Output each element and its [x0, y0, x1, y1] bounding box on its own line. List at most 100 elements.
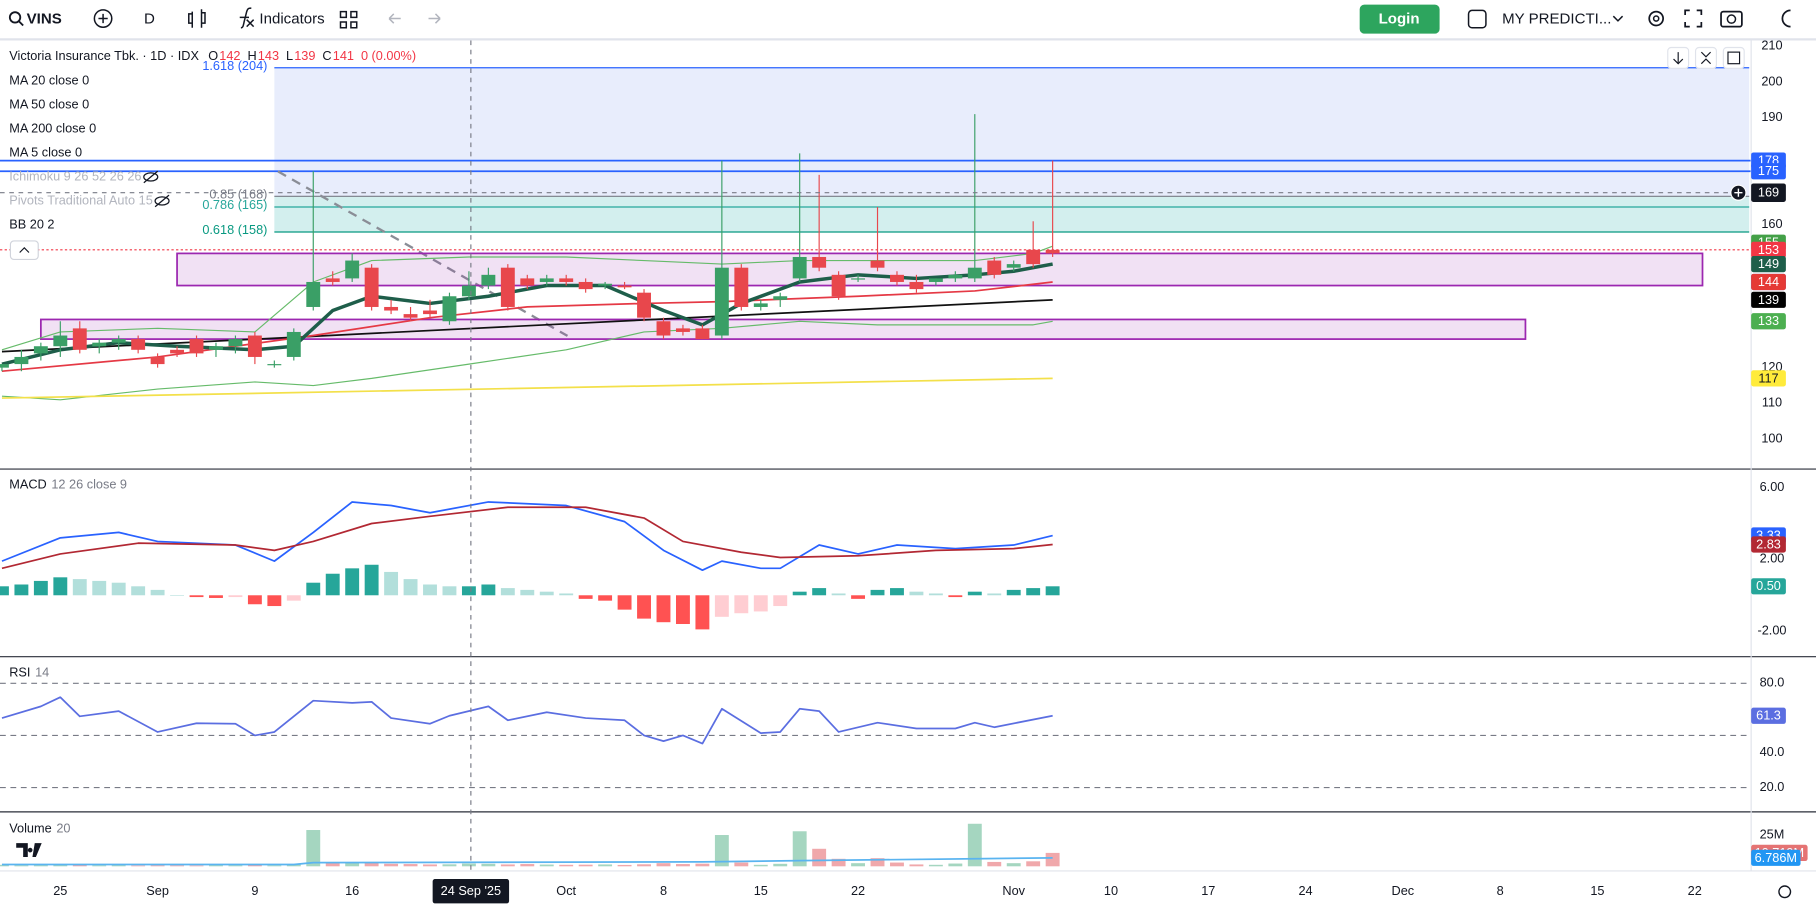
candle-body [559, 278, 574, 282]
login-button[interactable] [1359, 4, 1440, 34]
volume-bar [403, 864, 418, 867]
macd-histogram [987, 593, 1002, 596]
pane-buttons[interactable] [1667, 46, 1745, 69]
volume-bar [1045, 852, 1060, 867]
volume-bar [423, 864, 437, 867]
volume-bar [714, 835, 729, 867]
axis-settings[interactable] [1778, 885, 1792, 899]
snapshot-icon[interactable] [1720, 10, 1743, 28]
candle-body [734, 267, 749, 307]
volume-bar [72, 864, 87, 867]
y-tick-label: 80.0 [1760, 675, 1785, 690]
add-symbol[interactable] [93, 9, 113, 28]
icon [98, 13, 108, 24]
volume-bar [812, 848, 827, 867]
macd-histogram [306, 582, 321, 596]
indicator-legend: Pivots Traditional Auto 15 [9, 192, 153, 207]
volume-bar [209, 865, 223, 867]
y-tick-label: 40.0 [1760, 744, 1785, 759]
redo[interactable] [428, 13, 441, 24]
indicator-legend: MA 20 close 0 [9, 72, 89, 87]
fib-label: 1.618 (204) [202, 58, 267, 73]
volume-bar [987, 861, 1002, 867]
indicator-line [1, 696, 1053, 745]
price-label: 153 [1758, 242, 1779, 257]
candle-body [948, 274, 963, 279]
login-label: Login [1379, 11, 1420, 28]
macd-histogram [734, 595, 749, 614]
legend-value: 141 [333, 48, 354, 63]
macd-histogram [150, 589, 165, 596]
interval[interactable]: D [144, 11, 155, 28]
snapshot-icon [1726, 14, 1737, 24]
macd-histogram [72, 579, 87, 596]
collapse-button[interactable] [9, 240, 39, 261]
candle-body [228, 339, 243, 347]
button[interactable] [1694, 46, 1717, 69]
indicators-button[interactable]: Indicators [259, 11, 324, 28]
candle-body [286, 331, 301, 357]
price-label: 149 [1758, 256, 1779, 271]
chart-type-icon[interactable] [188, 9, 206, 28]
volume-bar [325, 863, 340, 867]
volume-bar [675, 864, 690, 867]
y-tick-label: 190 [1761, 109, 1782, 124]
predictions-checkbox[interactable] [1467, 9, 1487, 29]
price-label-bg [1751, 707, 1786, 724]
volume-bar [773, 863, 788, 867]
icon [1700, 51, 1712, 65]
hidden-icon [154, 194, 170, 208]
macd-histogram [812, 588, 827, 596]
candle-body [617, 285, 632, 288]
macd-histogram [714, 595, 729, 617]
y-tick-label: 100 [1761, 430, 1782, 445]
symbol[interactable]: VINS [27, 11, 62, 28]
macd-histogram [1026, 588, 1041, 596]
candle-body [442, 296, 457, 322]
volume-bar [792, 831, 807, 867]
macd-histogram [286, 595, 301, 601]
volume-bar [111, 865, 126, 867]
price-label: 117 [1758, 370, 1778, 385]
indicator-legend: MA 5 close 0 [9, 144, 82, 159]
settings-icon [1652, 15, 1660, 22]
price-label: 175 [1758, 163, 1779, 178]
macd-histogram [247, 595, 262, 605]
macd-histogram [1045, 586, 1060, 596]
volume-bar [345, 862, 360, 867]
macd-histogram [773, 595, 788, 607]
candle-body [72, 328, 87, 350]
dropdown-icon[interactable] [1612, 15, 1624, 22]
x-tick-label: 17 [1201, 883, 1215, 898]
candle-body [364, 267, 379, 307]
fullscreen-icon[interactable] [1684, 9, 1703, 28]
volume-bar [306, 830, 321, 867]
price-label: 6.786M [1755, 850, 1797, 865]
macd-histogram [92, 580, 107, 596]
predictions[interactable]: MY PREDICTI... [1502, 11, 1611, 28]
settings-icon[interactable] [1648, 10, 1664, 27]
candle-body [209, 346, 223, 350]
macd-histogram [792, 591, 807, 596]
indicator-legend: MA 200 close 0 [9, 120, 96, 135]
volume-bar [831, 858, 846, 867]
button[interactable] [1722, 46, 1745, 69]
macd-histogram [539, 591, 554, 596]
price-label-bg [1751, 578, 1786, 595]
fib-zone [274, 67, 1750, 197]
crosshair-x-label-bg [432, 879, 510, 904]
legend-value: 143 [258, 48, 279, 63]
undo[interactable] [388, 13, 401, 24]
theme-icon[interactable] [1781, 9, 1791, 28]
legend-title: Victoria Insurance Tbk. · 1D · IDX [9, 48, 199, 63]
layouts-icon[interactable] [339, 10, 358, 29]
volume-bar [559, 864, 574, 867]
macd-histogram [170, 595, 185, 596]
price-label: 61.3 [1756, 708, 1781, 723]
price-label-bg [1751, 291, 1786, 308]
candle-body [461, 285, 476, 297]
fib-label: 0.618 (158) [202, 222, 267, 237]
indicator-line [1, 298, 1053, 353]
indicator-legend: MA 50 close 0 [9, 96, 89, 111]
